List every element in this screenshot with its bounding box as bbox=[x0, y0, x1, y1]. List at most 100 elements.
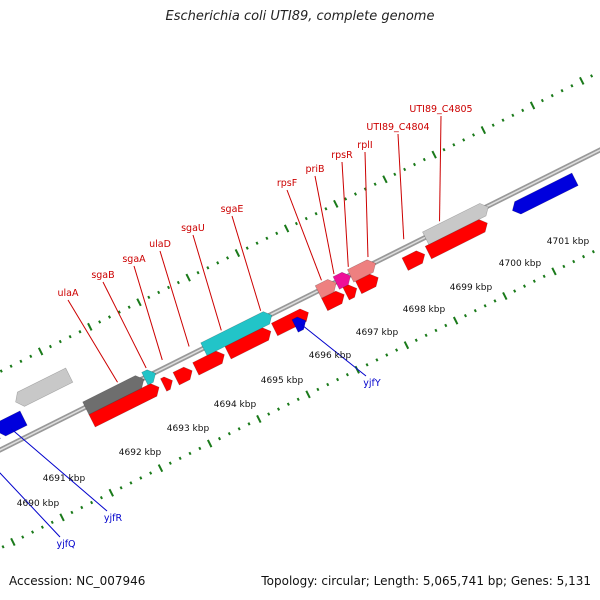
outer-tick bbox=[98, 320, 102, 324]
gene-cyan-small bbox=[141, 369, 156, 386]
inner-tick bbox=[217, 436, 222, 441]
backbone-highlight bbox=[0, 149, 600, 451]
label-rpli: rplI bbox=[357, 140, 372, 151]
gene-C4804-arrow bbox=[401, 250, 426, 271]
outer-tick bbox=[501, 118, 505, 122]
inner-tick bbox=[168, 461, 172, 465]
outer-tick bbox=[58, 339, 62, 344]
scale-label: 4692 kbp bbox=[119, 448, 162, 458]
inner-tick bbox=[473, 309, 477, 313]
outer-tick bbox=[314, 211, 318, 216]
inner-tick bbox=[345, 372, 349, 377]
gene-blue-left-2 bbox=[0, 410, 28, 437]
inner-tick bbox=[532, 279, 536, 283]
outer-tick bbox=[157, 290, 161, 295]
inner-tick bbox=[227, 432, 231, 436]
label-ulad-leader bbox=[159, 250, 190, 347]
outer-tick bbox=[550, 93, 554, 98]
inner-tick bbox=[21, 535, 25, 539]
label-uti89_c4804-leader bbox=[397, 133, 405, 240]
outer-tick bbox=[29, 354, 33, 359]
outer-tick bbox=[382, 175, 388, 184]
gene-blue-right bbox=[512, 172, 579, 215]
outer-tick bbox=[9, 364, 13, 368]
inner-tick bbox=[424, 333, 428, 338]
outer-tick bbox=[245, 246, 249, 250]
inner-tick bbox=[206, 439, 213, 448]
outer-tick bbox=[403, 167, 407, 172]
outer-tick bbox=[127, 305, 131, 309]
inner-tick bbox=[149, 471, 153, 475]
inner-tick bbox=[513, 289, 517, 293]
inner-tick bbox=[90, 500, 94, 505]
label-yjfQ: yjfQ bbox=[56, 539, 75, 550]
label-rpsf-leader bbox=[286, 189, 322, 281]
outer-tick bbox=[226, 256, 230, 260]
inner-tick bbox=[129, 481, 133, 485]
outer-tick bbox=[344, 197, 348, 201]
label-yjfQ-leader bbox=[0, 472, 61, 538]
outer-tick bbox=[480, 126, 487, 135]
inner-tick bbox=[1, 545, 5, 549]
inner-tick bbox=[178, 456, 182, 461]
inner-tick bbox=[157, 464, 164, 473]
gene-track bbox=[0, 172, 579, 440]
scale-labels: 4690 kbp 4691 kbp 4692 kbp 4693 kbp 4694 kbp… bbox=[17, 237, 590, 509]
inner-tick-row bbox=[1, 250, 595, 549]
outer-tick bbox=[431, 150, 437, 159]
outer-tick bbox=[579, 76, 585, 85]
inner-tick bbox=[296, 397, 300, 401]
inner-tick bbox=[434, 328, 438, 333]
outer-tick bbox=[0, 369, 3, 373]
outer-tick bbox=[452, 143, 456, 147]
outer-tick bbox=[196, 271, 200, 275]
label-prib: priB bbox=[305, 164, 324, 175]
inner-tick bbox=[542, 274, 546, 278]
inner-tick bbox=[286, 402, 290, 406]
inner-tick bbox=[502, 291, 508, 301]
outer-tick bbox=[216, 261, 220, 265]
label-sgau: sgaU bbox=[181, 223, 205, 234]
outer-tick bbox=[275, 231, 279, 236]
label-sgab-leader bbox=[102, 281, 147, 369]
outer-tick bbox=[540, 98, 544, 103]
scale-label: 4693 kbp bbox=[167, 424, 210, 434]
inner-tick bbox=[59, 513, 65, 522]
outer-tick bbox=[37, 347, 44, 356]
gene-pink-1 bbox=[314, 279, 337, 299]
outer-tick bbox=[570, 84, 574, 88]
inner-tick bbox=[50, 520, 54, 524]
inner-tick bbox=[31, 530, 35, 534]
gene-sgaB-arrow bbox=[160, 376, 173, 392]
diagram-title: Escherichia coli UTI89, complete genome bbox=[165, 9, 435, 24]
scale-label: 4698 kbp bbox=[403, 305, 446, 315]
label-yjfY-leader bbox=[300, 323, 367, 377]
accession-text: Accession: NC_007946 bbox=[9, 574, 146, 588]
genome-stats-text: Topology: circular; Length: 5,065,741 bp… bbox=[261, 574, 591, 588]
outer-tick bbox=[136, 298, 142, 307]
inner-tick bbox=[365, 363, 369, 367]
label-yjfR: yjfR bbox=[104, 513, 123, 524]
outer-tick bbox=[462, 138, 466, 142]
outer-tick bbox=[560, 89, 564, 93]
inner-tick bbox=[305, 390, 311, 399]
inner-tick bbox=[188, 451, 192, 456]
genome-backbone bbox=[0, 147, 600, 453]
label-yjfR-leader bbox=[10, 428, 108, 512]
gene-priB-arrow bbox=[342, 284, 358, 301]
scale-label: 4697 kbp bbox=[356, 328, 399, 338]
inner-tick bbox=[326, 382, 330, 387]
label-ulaa: ulaA bbox=[58, 288, 79, 299]
inner-tick bbox=[354, 365, 360, 374]
outer-tick bbox=[185, 273, 191, 282]
inner-tick bbox=[247, 422, 251, 426]
inner-tick bbox=[99, 495, 103, 500]
gene-gray-right bbox=[422, 203, 489, 245]
outer-tick bbox=[255, 241, 259, 245]
inner-tick bbox=[375, 358, 379, 362]
inner-tick bbox=[108, 488, 114, 497]
inner-tick bbox=[452, 316, 459, 325]
label-sgaa-leader bbox=[133, 265, 163, 361]
